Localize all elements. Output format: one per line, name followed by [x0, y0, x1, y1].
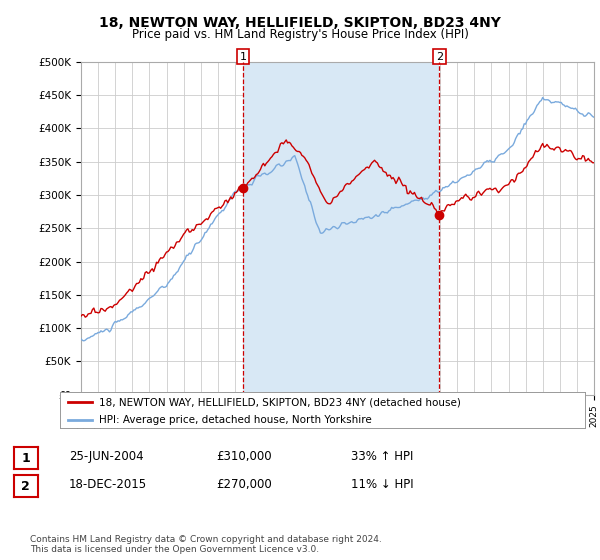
Text: 1: 1 — [239, 52, 247, 62]
Text: 2: 2 — [436, 52, 443, 62]
Text: Contains HM Land Registry data © Crown copyright and database right 2024.
This d: Contains HM Land Registry data © Crown c… — [30, 535, 382, 554]
Text: 1: 1 — [22, 451, 30, 465]
Text: 25-JUN-2004: 25-JUN-2004 — [69, 450, 143, 463]
Text: 18, NEWTON WAY, HELLIFIELD, SKIPTON, BD23 4NY (detached house): 18, NEWTON WAY, HELLIFIELD, SKIPTON, BD2… — [100, 397, 461, 407]
Text: 11% ↓ HPI: 11% ↓ HPI — [351, 478, 413, 491]
Text: 33% ↑ HPI: 33% ↑ HPI — [351, 450, 413, 463]
Text: Price paid vs. HM Land Registry's House Price Index (HPI): Price paid vs. HM Land Registry's House … — [131, 28, 469, 41]
Text: 2: 2 — [22, 479, 30, 493]
Text: 18, NEWTON WAY, HELLIFIELD, SKIPTON, BD23 4NY: 18, NEWTON WAY, HELLIFIELD, SKIPTON, BD2… — [99, 16, 501, 30]
Bar — [243, 62, 439, 395]
Text: 18-DEC-2015: 18-DEC-2015 — [69, 478, 147, 491]
Text: £310,000: £310,000 — [216, 450, 272, 463]
Text: HPI: Average price, detached house, North Yorkshire: HPI: Average price, detached house, Nort… — [100, 416, 372, 426]
Text: £270,000: £270,000 — [216, 478, 272, 491]
